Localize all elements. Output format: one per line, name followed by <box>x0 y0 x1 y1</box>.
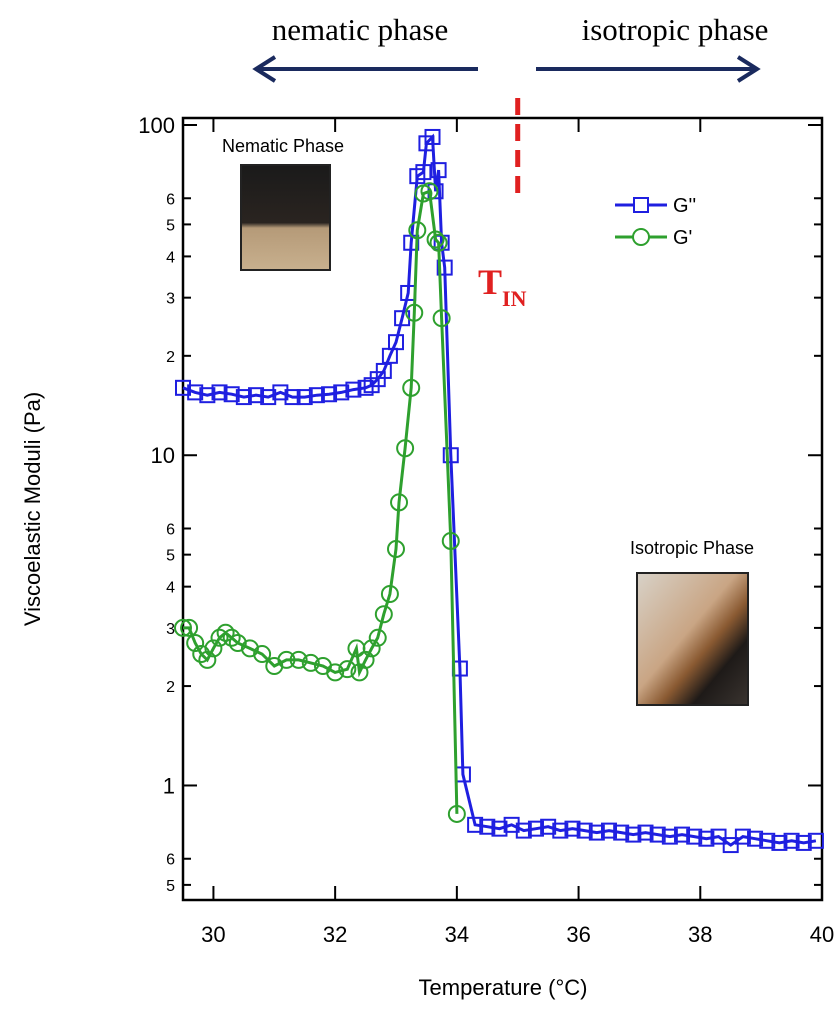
x-tick-label: 36 <box>566 922 590 947</box>
legend-marker <box>633 229 649 245</box>
y-tick-label: 4 <box>166 580 175 597</box>
y-tick-label: 3 <box>166 621 175 638</box>
annotation: Isotropic Phase <box>630 538 754 558</box>
arrow-left <box>256 57 478 81</box>
chart: nematic phase isotropic phase Nematic Ph… <box>0 0 839 1016</box>
y-tick-label: 2 <box>166 349 175 366</box>
photo <box>637 573 748 705</box>
annotation: Nematic Phase <box>222 136 344 156</box>
series <box>175 183 465 822</box>
legend-marker <box>634 198 648 212</box>
top-label: nematic phase <box>272 12 448 47</box>
x-tick-label: 32 <box>323 922 347 947</box>
x-tick-label: 40 <box>810 922 834 947</box>
y-tick-label: 1 <box>163 773 175 798</box>
y-tick-label: 100 <box>138 113 175 138</box>
legend-label: G'' <box>673 195 696 217</box>
y-tick-label: 6 <box>166 191 175 208</box>
photo <box>241 165 330 270</box>
annotation: TIN <box>478 262 527 311</box>
legend-label: G' <box>673 227 692 249</box>
y-axis-label: Viscoelastic Moduli (Pa) <box>20 392 45 626</box>
x-tick-label: 38 <box>688 922 712 947</box>
series-line <box>183 191 457 814</box>
y-tick-label: 5 <box>166 548 175 565</box>
y-tick-label: 2 <box>166 679 175 696</box>
y-tick-label: 5 <box>166 878 175 895</box>
y-tick-label: 4 <box>166 249 175 266</box>
y-tick-label: 3 <box>166 291 175 308</box>
arrow-right <box>536 57 757 81</box>
annotation-text: T <box>478 262 502 302</box>
y-tick-label: 10 <box>151 443 175 468</box>
y-tick-label: 6 <box>166 522 175 539</box>
top-label: isotropic phase <box>582 12 769 47</box>
x-tick-label: 30 <box>201 922 225 947</box>
x-tick-label: 34 <box>445 922 469 947</box>
y-tick-label: 6 <box>166 852 175 869</box>
annotation-subscript: IN <box>502 286 527 311</box>
y-tick-label: 5 <box>166 217 175 234</box>
x-axis-label: Temperature (°C) <box>419 975 588 1000</box>
